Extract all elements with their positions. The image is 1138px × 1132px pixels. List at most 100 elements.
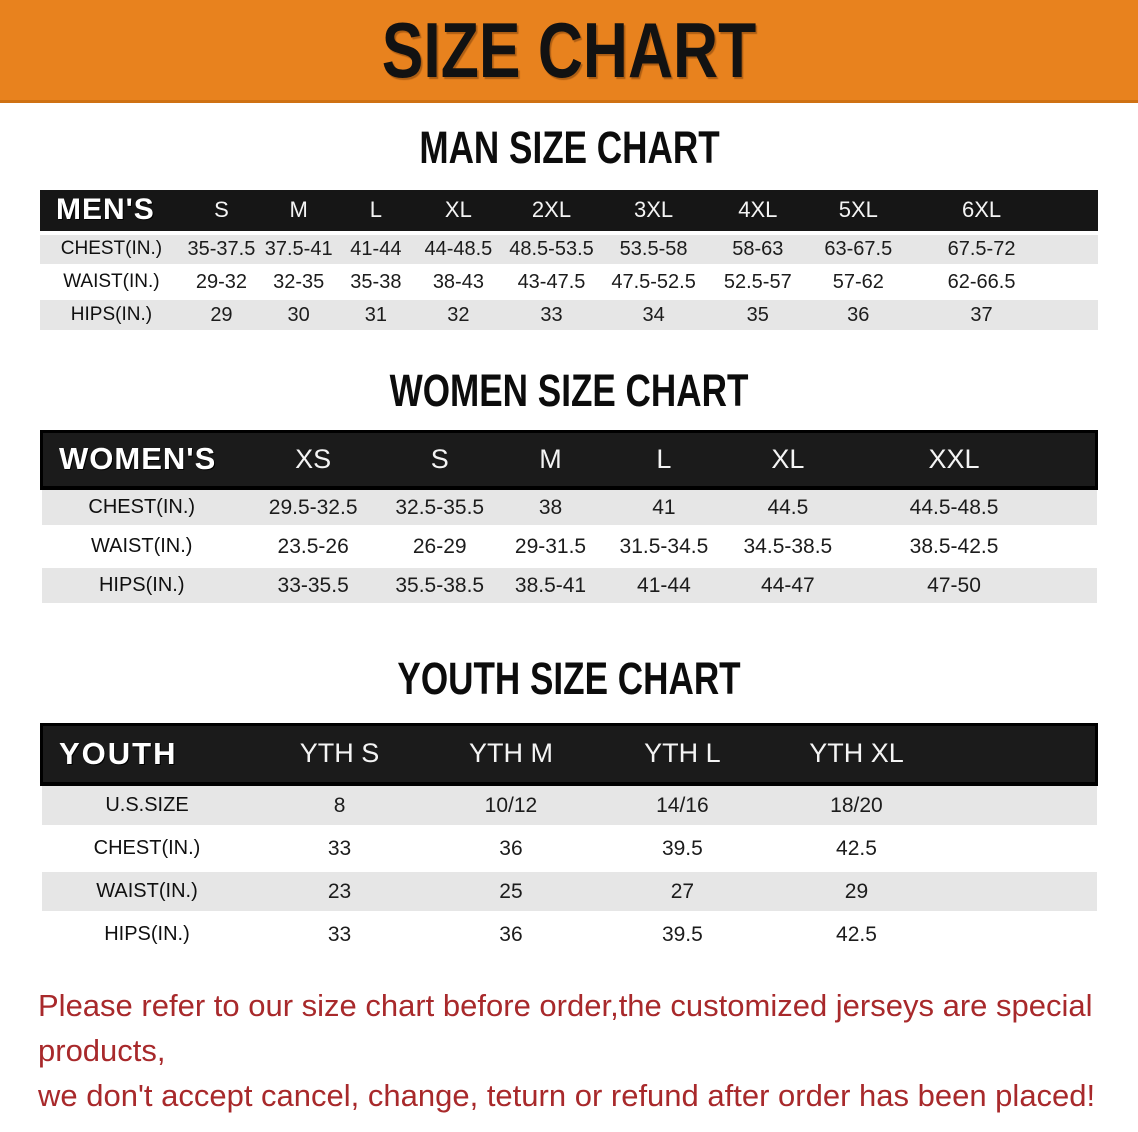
size-value-cell: 8	[252, 782, 427, 829]
row-label: U.S.SIZE	[41, 782, 253, 829]
size-value-cell: 36	[426, 827, 596, 872]
size-value-cell: 33-35.5	[241, 566, 385, 607]
size-column-header: YTH XL	[769, 722, 944, 786]
size-header-row: YOUTH YTH S YTH M YTH L YTH XL	[40, 722, 1099, 786]
women-size-heading-text: WOMEN SIZE CHART	[389, 365, 749, 416]
youth-size-heading-text: YOUTH SIZE CHART	[397, 653, 741, 704]
disclaimer-line-1: Please refer to our size chart before or…	[38, 988, 1093, 1068]
row-spacer	[1054, 527, 1097, 568]
size-column-header: YTH L	[595, 722, 770, 786]
table-title: MEN'S	[40, 189, 183, 233]
row-spacer	[1054, 486, 1097, 529]
size-column-header: YTH M	[426, 722, 596, 786]
disclaimer-line-2: we don't accept cancel, change, teturn o…	[38, 1078, 1096, 1113]
size-column-header: 6XL	[907, 189, 1056, 233]
size-value-cell: 43-47.5	[502, 265, 601, 300]
size-column-header: XL	[721, 429, 854, 490]
size-value-cell: 33	[252, 913, 427, 958]
row-spacer	[943, 870, 1097, 915]
youth-size-heading: YOUTH SIZE CHART	[0, 654, 1138, 704]
size-column-header: YTH S	[252, 722, 427, 786]
size-header-row: MEN'S S M L XL 2XL 3XL 4XL 5XL 6XL	[40, 189, 1098, 233]
row-label: WAIST(IN.)	[41, 870, 253, 915]
measure-row: CHEST(IN.) 35-37.5 37.5-41 41-44 44-48.5 48.5…	[40, 230, 1098, 267]
size-column-header: M	[495, 429, 606, 490]
table-title: WOMEN'S	[39, 429, 242, 490]
size-value-cell: 41-44	[605, 566, 722, 607]
row-label: HIPS(IN.)	[40, 298, 183, 333]
man-size-heading-text: MAN SIZE CHART	[418, 122, 720, 173]
size-value-cell: 35	[706, 298, 810, 333]
size-value-cell: 42.5	[769, 913, 944, 958]
size-value-cell: 47.5-52.5	[600, 265, 707, 300]
row-label: HIPS(IN.)	[41, 913, 253, 958]
size-value-cell: 47-50	[853, 566, 1055, 607]
row-label: CHEST(IN.)	[41, 827, 253, 872]
size-value-cell: 23	[252, 870, 427, 915]
size-value-cell: 32	[414, 298, 503, 333]
size-value-cell: 39.5	[595, 913, 770, 958]
youth-size-section: YOUTH SIZE CHART YOUTH YTH S YTH M YTH L YTH…	[0, 654, 1138, 958]
size-value-cell: 38-43	[414, 265, 503, 300]
measure-row: WAIST(IN.) 29-32 32-35 35-38 38-43 43-47.5 47.…	[40, 265, 1098, 300]
row-label: WAIST(IN.)	[41, 527, 242, 568]
women-size-section: WOMEN SIZE CHART WOMEN'S XS S M L XL XXL CHEST(…	[0, 366, 1138, 607]
row-spacer	[1055, 298, 1098, 333]
size-value-cell: 67.5-72	[907, 230, 1056, 267]
size-value-cell: 31.5-34.5	[605, 527, 722, 568]
size-value-cell: 62-66.5	[907, 265, 1056, 300]
size-value-cell: 44.5-48.5	[853, 486, 1055, 529]
size-value-cell: 36	[809, 298, 908, 333]
size-value-cell: 31	[337, 298, 415, 333]
man-size-section: MAN SIZE CHART MEN'S S M L XL 2XL 3XL 4XL 5XL 6XL…	[0, 123, 1138, 333]
size-value-cell: 23.5-26	[241, 527, 385, 568]
size-value-cell: 34	[600, 298, 707, 333]
size-column-header: XL	[414, 189, 503, 233]
size-value-cell: 39.5	[595, 827, 770, 872]
size-column-header: 3XL	[600, 189, 707, 233]
size-value-cell: 35-37.5	[182, 230, 261, 267]
measure-row: HIPS(IN.) 33 36 39.5 42.5	[41, 913, 1097, 958]
size-value-cell: 35.5-38.5	[384, 566, 496, 607]
size-value-cell: 10/12	[426, 782, 596, 829]
man-size-heading: MAN SIZE CHART	[0, 123, 1138, 173]
row-label: CHEST(IN.)	[40, 230, 183, 267]
size-value-cell: 38.5-42.5	[853, 527, 1055, 568]
size-value-cell: 29-31.5	[495, 527, 606, 568]
size-value-cell: 29	[182, 298, 261, 333]
size-value-cell: 29	[769, 870, 944, 915]
header-spacer	[1055, 189, 1098, 233]
size-value-cell: 57-62	[809, 265, 908, 300]
row-label: HIPS(IN.)	[41, 566, 242, 607]
size-value-cell: 33	[252, 827, 427, 872]
measure-row: CHEST(IN.) 29.5-32.5 32.5-35.5 38 41 44.5 44.5…	[41, 486, 1097, 529]
size-value-cell: 58-63	[706, 230, 810, 267]
size-value-cell: 18/20	[769, 782, 944, 829]
women-size-table: WOMEN'S XS S M L XL XXL CHEST(IN.) 29.5-32.5 32.5…	[39, 429, 1099, 607]
measure-row: CHEST(IN.) 33 36 39.5 42.5	[41, 827, 1097, 872]
row-spacer	[943, 827, 1097, 872]
row-label: WAIST(IN.)	[40, 265, 183, 300]
order-disclaimer: Please refer to our size chart before or…	[38, 983, 1104, 1118]
size-value-cell: 42.5	[769, 827, 944, 872]
size-value-cell: 48.5-53.5	[502, 230, 601, 267]
youth-size-table: YOUTH YTH S YTH M YTH L YTH XL U.S.SIZE 8 10/12…	[40, 722, 1099, 958]
size-column-header: M	[260, 189, 338, 233]
measure-row: U.S.SIZE 8 10/12 14/16 18/20	[41, 782, 1097, 829]
size-value-cell: 36	[426, 913, 596, 958]
size-value-cell: 29.5-32.5	[241, 486, 385, 529]
size-value-cell: 34.5-38.5	[721, 527, 854, 568]
row-spacer	[1054, 566, 1097, 607]
size-value-cell: 26-29	[384, 527, 496, 568]
measure-row: HIPS(IN.) 29 30 31 32 33 34 35 36 37	[40, 298, 1098, 333]
header-spacer	[943, 722, 1099, 786]
size-header-row: WOMEN'S XS S M L XL XXL	[39, 429, 1099, 490]
size-value-cell: 44.5	[721, 486, 854, 529]
size-column-header: L	[605, 429, 722, 490]
size-column-header: L	[337, 189, 415, 233]
size-column-header: 5XL	[809, 189, 908, 233]
header-spacer	[1054, 429, 1099, 490]
banner-title: SIZE CHART	[381, 6, 757, 94]
measure-row: HIPS(IN.) 33-35.5 35.5-38.5 38.5-41 41-44 44-…	[41, 566, 1097, 607]
size-column-header: XXL	[853, 429, 1055, 490]
